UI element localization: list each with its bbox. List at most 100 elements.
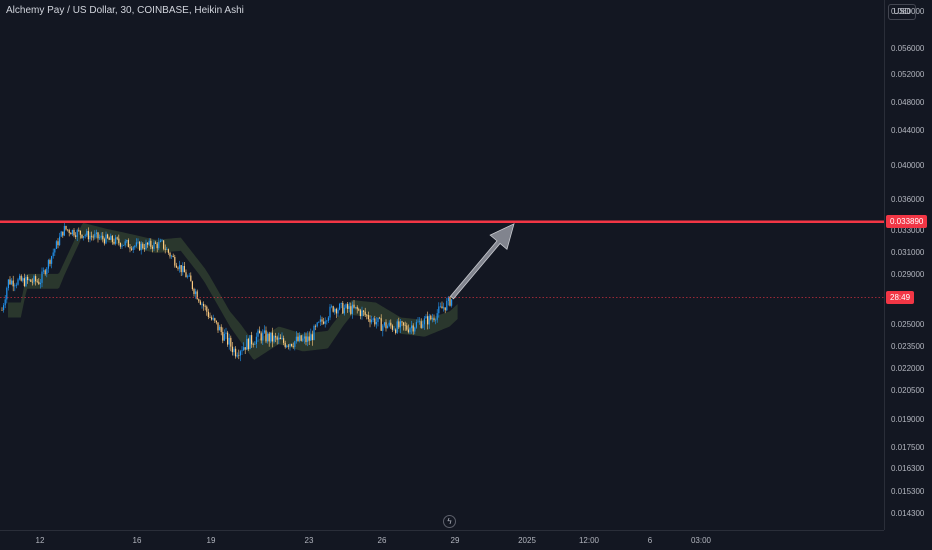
candle-body	[406, 325, 408, 330]
time-tick-label: 12:00	[578, 536, 600, 545]
candle-body	[217, 322, 219, 331]
candle-body	[311, 334, 313, 341]
candle-body	[246, 338, 248, 350]
candle-body	[302, 338, 304, 341]
candle-body	[55, 241, 57, 249]
candle-body	[339, 303, 341, 310]
candle-body	[163, 240, 165, 249]
candle-body	[199, 301, 201, 305]
time-tick-label: 29	[450, 536, 460, 545]
candle-body	[411, 325, 413, 329]
candle-body	[267, 333, 269, 342]
candle-body	[78, 230, 80, 231]
candle-body	[385, 322, 387, 329]
candle-body	[428, 315, 430, 325]
candle-body	[73, 229, 75, 236]
candle-body	[212, 318, 214, 320]
candle-body	[3, 305, 5, 311]
candle-body	[414, 327, 416, 332]
candle-body	[47, 260, 49, 269]
candle-body	[255, 336, 257, 345]
chart-area[interactable]: Alchemy Pay / US Dollar, 30, COINBASE, H…	[0, 0, 884, 530]
candle-body	[132, 247, 134, 250]
ma-band	[8, 222, 458, 360]
candle-body	[89, 235, 91, 240]
candle-body	[367, 315, 369, 320]
projection-arrow-icon[interactable]	[449, 223, 515, 300]
candle-body	[25, 276, 27, 286]
candle-body	[265, 330, 267, 342]
candle-body	[75, 235, 77, 237]
candle-body	[108, 237, 110, 240]
candle-body	[337, 309, 339, 314]
candle-body	[100, 235, 102, 238]
candle-body	[271, 332, 273, 342]
candle-body	[153, 242, 155, 249]
candle-body	[220, 326, 222, 333]
candle-body	[321, 319, 323, 322]
candle-body	[126, 240, 128, 242]
candle-body	[115, 237, 117, 244]
candle-body	[180, 265, 182, 273]
price-tick-label: 0.019000	[891, 415, 925, 424]
price-tick-label: 0.016300	[891, 464, 925, 473]
candle-body	[243, 347, 245, 351]
candle-body	[190, 275, 192, 282]
candle-body	[396, 321, 398, 333]
candle-body	[427, 316, 429, 325]
candle-body	[164, 248, 166, 250]
bolt-icon[interactable]: ϟ	[443, 515, 456, 528]
candle-body	[44, 270, 46, 275]
candle-body	[318, 321, 320, 323]
candle-body	[283, 338, 285, 343]
candle-body	[38, 281, 40, 285]
candle-body	[150, 240, 152, 247]
candle-body	[331, 306, 333, 307]
candle-body	[59, 236, 61, 246]
price-chart[interactable]	[0, 0, 884, 530]
time-axis[interactable]	[0, 530, 884, 550]
candle-body	[1, 310, 3, 311]
price-axis[interactable]	[884, 0, 932, 530]
candle-body	[63, 225, 65, 236]
candle-body	[239, 351, 241, 356]
candle-body	[398, 321, 400, 328]
candle-body	[343, 307, 345, 314]
price-tick-label: 0.033000	[891, 226, 925, 235]
candle-body	[443, 307, 445, 309]
candle-body	[86, 231, 88, 236]
candle-body	[345, 304, 347, 308]
candle-body	[415, 322, 417, 328]
candle-body	[225, 332, 227, 334]
candle-body	[33, 276, 35, 283]
candle-body	[351, 304, 353, 314]
candle-body	[439, 306, 441, 308]
time-tick-label: 16	[132, 536, 142, 545]
candle-body	[377, 317, 379, 322]
candle-body	[259, 330, 261, 334]
candle-body	[54, 248, 56, 253]
candle-body	[353, 304, 355, 308]
candle-body	[278, 337, 280, 340]
candle-body	[175, 265, 177, 268]
candle-body	[393, 329, 395, 331]
price-tick-label: 0.023500	[891, 342, 925, 351]
candle-body	[310, 334, 312, 341]
candle-body	[36, 281, 38, 282]
candle-body	[28, 279, 30, 281]
candle-body	[329, 306, 331, 318]
candle-body	[177, 267, 179, 269]
currency-button[interactable]: USD	[888, 4, 916, 20]
candle-body	[227, 332, 229, 345]
candle-body	[127, 240, 129, 248]
candle-body	[425, 316, 427, 319]
candle-body	[313, 325, 315, 341]
candle-body	[435, 319, 437, 321]
time-tick-label: 03:00	[690, 536, 712, 545]
candle-body	[17, 279, 19, 285]
candle-body	[257, 330, 259, 337]
candle-body	[340, 303, 342, 304]
candle-body	[228, 337, 230, 345]
candle-body	[6, 288, 8, 300]
candle-body	[422, 324, 424, 328]
